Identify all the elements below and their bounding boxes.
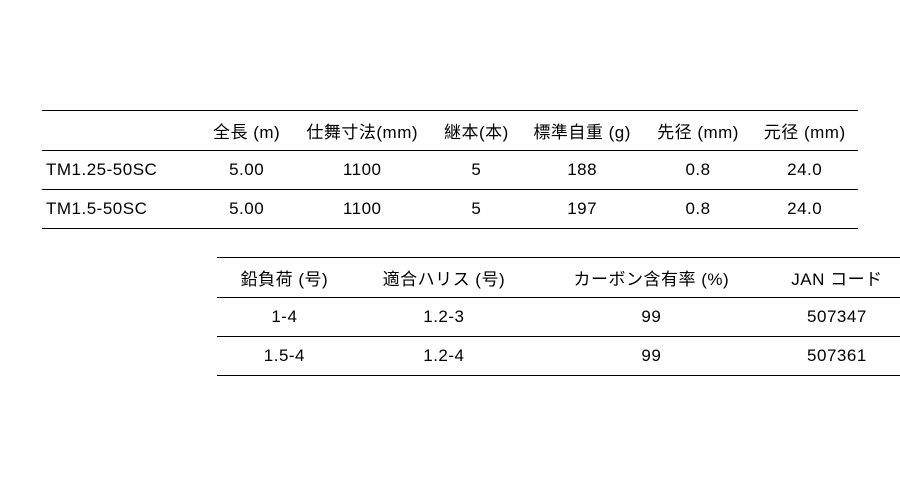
table2-cell: 1.2-4 — [352, 337, 536, 376]
table1-cell: 5.00 — [202, 190, 291, 229]
table2-cell: 99 — [536, 298, 767, 337]
table2-header-row: 鉛負荷 (号) 適合ハリス (号) カーボン含有率 (%) JAN コード — [217, 258, 900, 298]
table1-cell: 1100 — [291, 151, 433, 190]
spec-table-1: 全長 (m) 仕舞寸法(mm) 継本(本) 標準自重 (g) 先径 (mm) 元… — [42, 110, 858, 229]
table2-header-lead: 鉛負荷 (号) — [217, 258, 352, 298]
table1-cell: 197 — [520, 190, 645, 229]
table2-cell: 1.2-3 — [352, 298, 536, 337]
table2-header-jan: JAN コード — [767, 258, 900, 298]
table2-cell: 1.5-4 — [217, 337, 352, 376]
table1-cell: 5.00 — [202, 151, 291, 190]
table1-header-buttdia: 元径 (mm) — [751, 111, 858, 151]
table1-model: TM1.25-50SC — [42, 151, 202, 190]
table1-cell: 24.0 — [751, 151, 858, 190]
table1-row: TM1.5-50SC 5.00 1100 5 197 0.8 24.0 — [42, 190, 858, 229]
table1-cell: 0.8 — [645, 151, 752, 190]
table2-row: 1-4 1.2-3 99 507347 — [217, 298, 900, 337]
table2-cell: 507347 — [767, 298, 900, 337]
table1-header-row: 全長 (m) 仕舞寸法(mm) 継本(本) 標準自重 (g) 先径 (mm) 元… — [42, 111, 858, 151]
table2-row: 1.5-4 1.2-4 99 507361 — [217, 337, 900, 376]
table2-cell: 99 — [536, 337, 767, 376]
table1-header-weight: 標準自重 (g) — [520, 111, 645, 151]
table1-header-closed: 仕舞寸法(mm) — [291, 111, 433, 151]
table1-cell: 5 — [433, 190, 519, 229]
table1-header-sections: 継本(本) — [433, 111, 519, 151]
table1-cell: 0.8 — [645, 190, 752, 229]
spec-table-2: 鉛負荷 (号) 適合ハリス (号) カーボン含有率 (%) JAN コード 1-… — [217, 257, 900, 376]
table1-header-empty — [42, 111, 202, 151]
table1-cell: 5 — [433, 151, 519, 190]
table2-header-harris: 適合ハリス (号) — [352, 258, 536, 298]
table2-header-carbon: カーボン含有率 (%) — [536, 258, 767, 298]
table1-model: TM1.5-50SC — [42, 190, 202, 229]
table1-row: TM1.25-50SC 5.00 1100 5 188 0.8 24.0 — [42, 151, 858, 190]
table1-cell: 24.0 — [751, 190, 858, 229]
table1-cell: 1100 — [291, 190, 433, 229]
table1-header-length: 全長 (m) — [202, 111, 291, 151]
table1-header-tipdia: 先径 (mm) — [645, 111, 752, 151]
table2-cell: 507361 — [767, 337, 900, 376]
table2-cell: 1-4 — [217, 298, 352, 337]
table1-cell: 188 — [520, 151, 645, 190]
